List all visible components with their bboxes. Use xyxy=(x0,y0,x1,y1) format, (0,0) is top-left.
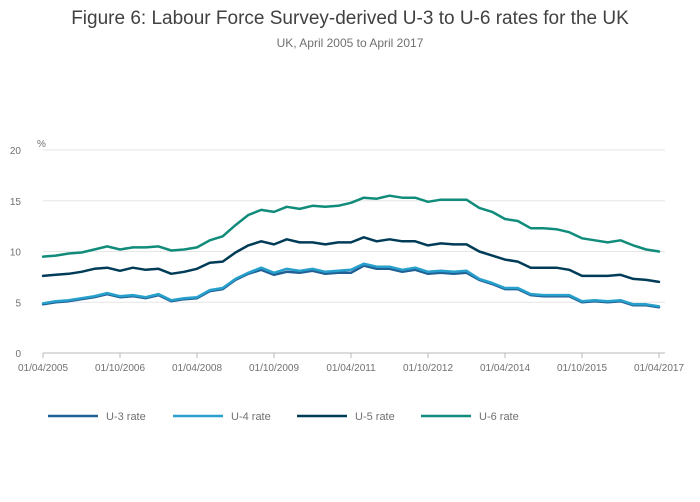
series-line-u-6-rate[interactable] xyxy=(41,194,661,258)
legend-item[interactable]: U-6 rate xyxy=(421,411,519,423)
x-tick-label: 01/04/2014 xyxy=(480,363,530,374)
y-tick-label: 20 xyxy=(10,146,22,157)
y-tick-label: 5 xyxy=(15,298,21,309)
x-tick-label: 01/04/2011 xyxy=(326,363,376,374)
x-axis: 01/04/2005 01/10/2006 01/04/2008 01/10/2009… xyxy=(18,353,684,374)
y-tick-label: 10 xyxy=(10,248,22,259)
series-lines xyxy=(41,194,661,309)
chart-subtitle: UK, April 2005 to April 2017 xyxy=(276,36,424,50)
x-tick-label: 01/04/2005 xyxy=(18,363,68,374)
x-tick-label: 01/10/2009 xyxy=(249,363,299,374)
chart-title: Figure 6: Labour Force Survey-derived U-… xyxy=(71,8,629,29)
x-tick-label: 01/04/2017 xyxy=(634,363,684,374)
legend-item[interactable]: U-5 rate xyxy=(297,411,395,423)
x-tick-label: 01/10/2015 xyxy=(557,363,607,374)
x-tick-label: 01/10/2006 xyxy=(95,363,145,374)
series-line-u-5-rate[interactable] xyxy=(41,236,661,284)
x-tick-label: 01/04/2008 xyxy=(172,363,222,374)
series-line-u-4-rate[interactable] xyxy=(41,262,661,308)
legend-label: U-3 rate xyxy=(106,411,146,423)
legend-item[interactable]: U-3 rate xyxy=(48,411,146,423)
x-tick-label: 01/10/2012 xyxy=(403,363,453,374)
y-tick-label: 0 xyxy=(15,349,21,360)
series-line-u-3-rate[interactable] xyxy=(41,264,661,309)
legend-label: U-4 rate xyxy=(231,411,271,423)
y-axis-unit-label: % xyxy=(37,139,46,150)
grid-lines xyxy=(43,149,665,354)
y-tick-label: 15 xyxy=(10,197,22,208)
y-axis: 0 5 10 15 20 xyxy=(10,146,22,360)
legend-item[interactable]: U-4 rate xyxy=(173,411,271,423)
legend-label: U-5 rate xyxy=(355,411,395,423)
legend-label: U-6 rate xyxy=(479,411,519,423)
legend[interactable]: U-3 rate U-4 rate U-5 rate U-6 rate xyxy=(48,411,519,423)
